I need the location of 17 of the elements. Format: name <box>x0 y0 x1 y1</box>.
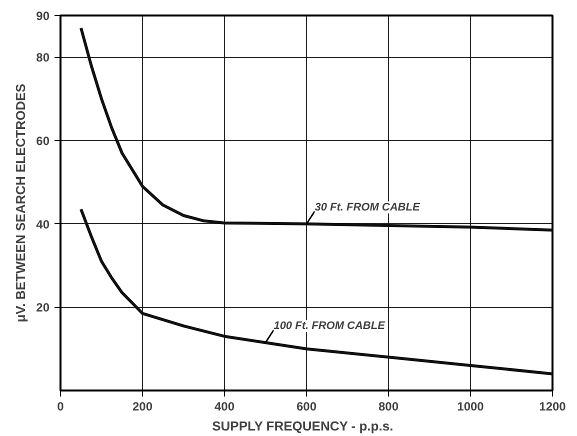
y-tick-label: 60 <box>36 134 50 148</box>
annotation: 30 Ft. FROM CABLE <box>314 201 420 214</box>
x-tick-label: 800 <box>378 400 399 414</box>
annotation: 100 Ft. FROM CABLE <box>274 320 386 332</box>
line-series <box>80 26 552 232</box>
x-axis-title: SUPPLY FREQUENCY - p.p.s. <box>212 418 394 434</box>
x-tick-label: 0 <box>57 400 64 414</box>
y-tick-label: 20 <box>36 300 50 315</box>
x-tick-label: 200 <box>132 400 153 414</box>
x-tick-label: 1000 <box>457 400 484 414</box>
x-tick-label: 600 <box>296 400 317 414</box>
x-tick-label: 400 <box>214 400 235 414</box>
x-tick-label: 1200 <box>539 400 566 414</box>
y-tick-label: 40 <box>36 217 50 232</box>
y-tick-label: 80 <box>36 50 50 65</box>
y-axis-title: μV. BETWEEN SEARCH ELECTRODES <box>13 83 28 322</box>
y-tick-label: 90 <box>36 9 50 23</box>
